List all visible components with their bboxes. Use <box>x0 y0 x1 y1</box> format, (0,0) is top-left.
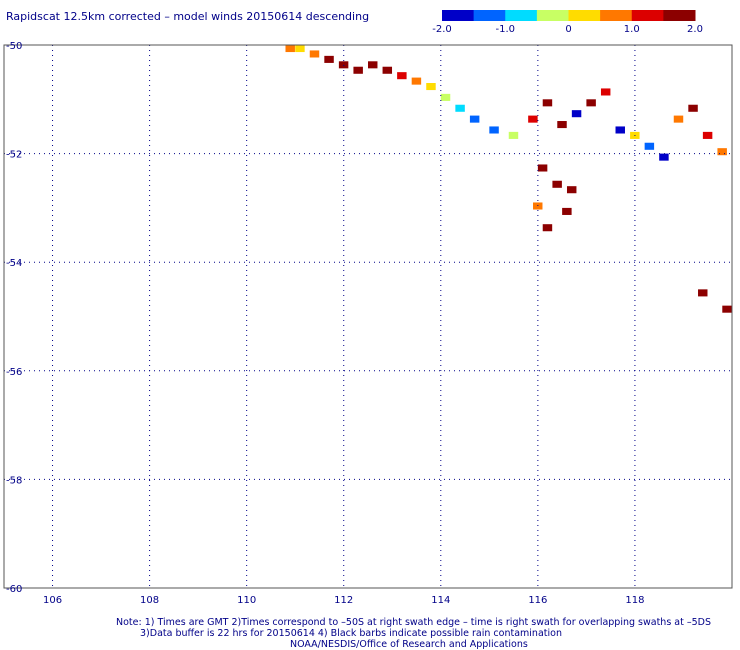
note-line-1: Note: 1) Times are GMT 2)Times correspon… <box>116 617 711 628</box>
heatmap-cell <box>338 61 349 69</box>
colorbar-tick-label: 2.0 <box>687 24 703 35</box>
heatmap-cell <box>552 180 562 188</box>
note-line-2: 3)Data buffer is 22 hrs for 20150614 4) … <box>140 628 562 639</box>
colorbar-tick-label: 0 <box>565 24 571 35</box>
heatmap-cell <box>382 66 393 74</box>
heatmap-cell <box>644 142 655 150</box>
colorbar-segment <box>568 10 601 21</box>
heatmap-cell <box>368 61 378 69</box>
grid-lines <box>4 44 732 589</box>
chart-title: Rapidscat 12.5km corrected – model winds… <box>6 10 369 23</box>
colorbar-segment <box>442 10 475 21</box>
heatmap-cell <box>542 99 553 107</box>
heatmap-cell <box>426 83 436 91</box>
heatmap-cell <box>673 115 684 123</box>
plot-frame <box>3 44 733 589</box>
heatmap-cell <box>411 77 422 85</box>
heatmap-cell <box>600 88 611 96</box>
x-tick-label: 114 <box>431 595 450 606</box>
heatmap-cell <box>324 55 334 63</box>
x-tick-label: 116 <box>528 595 547 606</box>
heatmap-cell <box>562 207 572 215</box>
heatmap-cell <box>285 45 295 53</box>
heatmap-cell <box>722 305 732 313</box>
heatmap-cells <box>285 45 732 313</box>
heatmap-cell <box>688 104 698 112</box>
heatmap-cell <box>557 121 567 129</box>
y-tick-label: -60 <box>6 584 22 595</box>
heatmap-cell <box>698 289 708 297</box>
colorbar-segment <box>631 10 664 21</box>
heatmap-cell <box>309 50 320 58</box>
y-tick-label: -54 <box>6 258 22 269</box>
heatmap-cell <box>295 45 305 53</box>
heatmap-cell <box>440 93 451 101</box>
heatmap-cell <box>566 186 577 194</box>
x-tick-label: 110 <box>237 595 256 606</box>
heatmap-cell <box>469 115 480 123</box>
colorbar-segment <box>505 10 538 21</box>
heatmap-cell <box>542 224 553 232</box>
y-tick-labels: -50 -52 -54 -56 -58 -60 <box>6 41 22 595</box>
x-tick-label: 106 <box>43 595 62 606</box>
colorbar-segment <box>536 10 569 21</box>
x-tick-label: 112 <box>334 595 353 606</box>
heatmap-cell <box>659 153 669 161</box>
colorbar-segment <box>663 10 696 21</box>
colorbar: -2.0 -1.0 0 1.0 2.0 <box>432 10 703 35</box>
heatmap-cell <box>353 66 363 74</box>
heatmap-cell <box>489 126 499 134</box>
colorbar-segment <box>600 10 633 21</box>
heatmap-cell <box>455 104 465 112</box>
heatmap-cell <box>571 110 582 118</box>
colorbar-tick-label: 1.0 <box>624 24 640 35</box>
heatmap-cell <box>508 131 519 139</box>
y-tick-label: -58 <box>6 475 22 486</box>
colorbar-tick-label: -2.0 <box>432 24 452 35</box>
y-tick-label: -50 <box>6 41 22 52</box>
y-tick-label: -56 <box>6 367 22 378</box>
x-tick-label: 118 <box>625 595 644 606</box>
y-tick-label: -52 <box>6 150 22 161</box>
heatmap-cell <box>615 126 625 134</box>
heatmap-cell <box>397 72 407 80</box>
heatmap-cell <box>537 164 548 172</box>
colorbar-tick-label: -1.0 <box>495 24 515 35</box>
colorbar-segment <box>473 10 506 21</box>
heatmap-cell <box>702 131 713 139</box>
heatmap-cell <box>528 115 538 123</box>
x-tick-labels: 106 108 110 112 114 116 118 <box>43 595 644 606</box>
heatmap-cell <box>586 99 596 107</box>
heatmap-cell <box>717 148 727 156</box>
note-line-3: NOAA/NESDIS/Office of Research and Appli… <box>290 639 528 650</box>
x-tick-label: 108 <box>140 595 159 606</box>
